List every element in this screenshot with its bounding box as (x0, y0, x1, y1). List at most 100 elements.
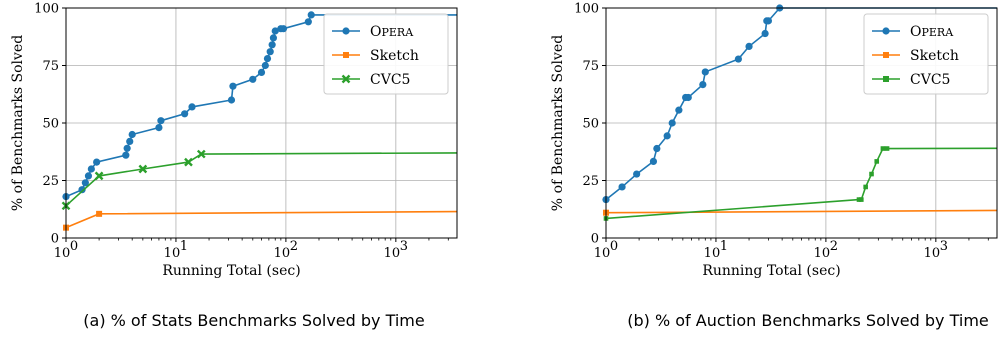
data-point (765, 17, 772, 24)
legend-label: CVC5 (910, 72, 950, 88)
data-point (181, 110, 188, 117)
data-point (88, 165, 95, 172)
series-cvc5 (604, 146, 997, 221)
data-point (869, 172, 874, 177)
y-tick-label: 0 (591, 232, 599, 247)
x-tick-exponent: 0 (610, 239, 618, 254)
x-axis: 10 0 10 1 10 2 10 3Running Total (sec) (54, 238, 449, 279)
x-tick-label: 10 (814, 246, 831, 261)
data-point (685, 94, 692, 101)
data-point (664, 132, 671, 139)
y-tick-label: 50 (582, 117, 599, 132)
data-point (258, 69, 265, 76)
data-point (702, 68, 709, 75)
data-point (653, 145, 660, 152)
data-point (305, 18, 312, 25)
data-point (229, 83, 236, 90)
series-cvc5 (63, 151, 458, 210)
y-tick-label: 100 (574, 2, 599, 17)
data-point (735, 55, 742, 62)
figure-caption: (a) % of Stats Benchmarks Solved by Time (83, 311, 424, 330)
legend-marker (342, 27, 349, 34)
y-axis-label: % of Benchmarks Solved (550, 35, 566, 211)
data-point (126, 138, 133, 145)
data-point (308, 11, 315, 18)
y-tick-label: 75 (42, 59, 59, 74)
data-point (85, 172, 92, 179)
data-point (270, 34, 277, 41)
data-point (157, 117, 164, 124)
data-point (129, 131, 136, 138)
data-point (881, 146, 886, 151)
data-point (96, 211, 102, 217)
y-axis-label: % of Benchmarks Solved (10, 35, 26, 211)
y-tick-label: 25 (582, 174, 599, 189)
data-point (228, 96, 235, 103)
data-point (269, 41, 276, 48)
legend: OPERA Sketch CVC5 (324, 14, 448, 94)
data-point (267, 48, 274, 55)
data-point (264, 55, 271, 62)
legend-marker (883, 76, 889, 82)
chart-stats: 10 0 10 1 10 2 10 3Running Total (sec)025507510… (10, 2, 457, 331)
data-point (669, 119, 676, 126)
x-tick-exponent: 3 (400, 239, 408, 254)
x-axis-label: Running Total (sec) (702, 263, 840, 279)
data-point (699, 81, 706, 88)
y-axis: 0 25 50 75 100 % of Benchmarks Solved (550, 2, 606, 247)
x-tick-label: 10 (704, 246, 721, 261)
legend-label: CVC5 (370, 72, 410, 88)
x-tick-label: 10 (384, 246, 401, 261)
data-point (618, 183, 625, 190)
y-tick-label: 75 (582, 59, 599, 74)
legend-marker (343, 52, 349, 58)
x-tick-exponent: 0 (70, 239, 78, 254)
data-point (262, 62, 269, 69)
legend-marker (882, 27, 889, 34)
legend-label: Sketch (370, 48, 419, 64)
legend-label: OPERA (910, 24, 954, 40)
figure-caption: (b) % of Auction Benchmarks Solved by Ti… (627, 311, 989, 330)
x-tick-label: 10 (164, 246, 181, 261)
x-tick-exponent: 2 (290, 239, 298, 254)
series-line (606, 210, 997, 212)
data-point (885, 146, 890, 151)
x-tick-exponent: 1 (720, 239, 728, 254)
series-line (66, 153, 457, 206)
y-tick-label: 0 (51, 232, 59, 247)
legend-label: OPERA (370, 24, 414, 40)
legend-marker (883, 52, 889, 58)
y-axis: 0 25 50 75 100 % of Benchmarks Solved (10, 2, 66, 247)
series-sketch (63, 211, 457, 231)
y-tick-label: 50 (42, 117, 59, 132)
data-point (633, 170, 640, 177)
data-point (124, 145, 131, 152)
data-point (280, 25, 287, 32)
data-point (762, 30, 769, 37)
data-point (155, 124, 162, 131)
x-tick-exponent: 2 (830, 239, 838, 254)
data-point (650, 158, 657, 165)
data-point (745, 43, 752, 50)
data-point (863, 185, 868, 190)
data-point (675, 107, 682, 114)
series-line (66, 212, 457, 228)
x-tick-label: 10 (54, 246, 71, 261)
legend-label: Sketch (910, 48, 959, 64)
y-tick-label: 25 (42, 174, 59, 189)
x-tick-label: 10 (924, 246, 941, 261)
x-tick-label: 10 (594, 246, 611, 261)
x-tick-exponent: 1 (180, 239, 188, 254)
x-tick-label: 10 (274, 246, 291, 261)
data-point (188, 103, 195, 110)
x-axis-label: Running Total (sec) (162, 263, 300, 279)
data-point (874, 159, 879, 164)
data-point (859, 197, 864, 202)
x-tick-exponent: 3 (940, 239, 948, 254)
series-line (606, 148, 997, 218)
data-point (122, 152, 129, 159)
legend: OPERA Sketch CVC5 (864, 14, 988, 94)
